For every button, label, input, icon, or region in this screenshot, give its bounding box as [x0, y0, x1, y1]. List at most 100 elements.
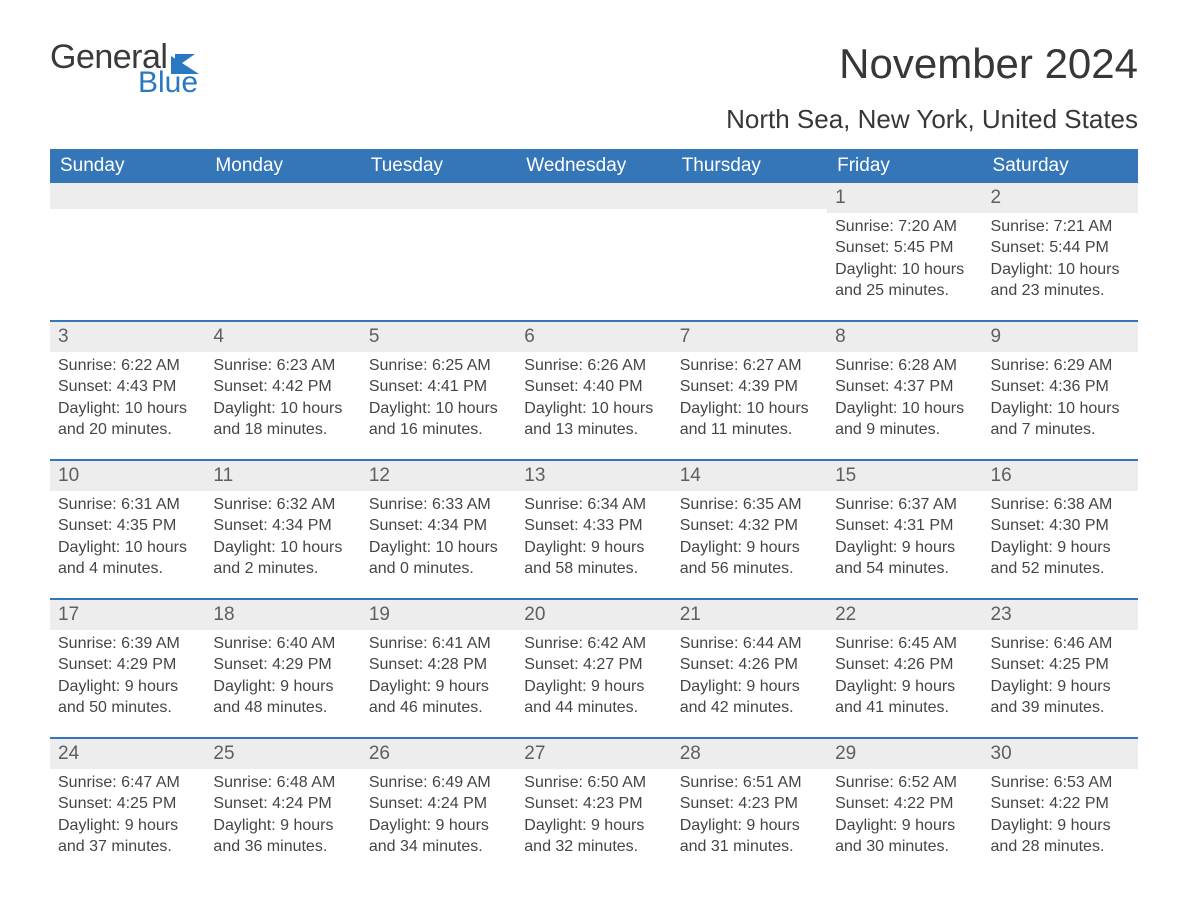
sunset-line: Sunset: 4:33 PM — [524, 515, 663, 537]
calendar-day-cell: 13Sunrise: 6:34 AMSunset: 4:33 PMDayligh… — [516, 461, 671, 586]
sunset-line: Sunset: 4:29 PM — [213, 654, 352, 676]
sunset-line: Sunset: 4:24 PM — [369, 793, 508, 815]
brand-logo: General Blue — [50, 40, 199, 98]
day-number: 23 — [983, 600, 1138, 630]
calendar-day-cell: 5Sunrise: 6:25 AMSunset: 4:41 PMDaylight… — [361, 322, 516, 447]
day-number: 27 — [516, 739, 671, 769]
day-body: Sunrise: 6:31 AMSunset: 4:35 PMDaylight:… — [50, 491, 205, 586]
day-body: Sunrise: 6:40 AMSunset: 4:29 PMDaylight:… — [205, 630, 360, 725]
day-body: Sunrise: 6:44 AMSunset: 4:26 PMDaylight:… — [672, 630, 827, 725]
weekday-header: Saturday — [983, 149, 1138, 183]
day-number: 10 — [50, 461, 205, 491]
calendar-day-cell — [672, 183, 827, 308]
day-body: Sunrise: 6:50 AMSunset: 4:23 PMDaylight:… — [516, 769, 671, 864]
daylight-line: Daylight: 10 hours and 16 minutes. — [369, 398, 508, 441]
sunset-line: Sunset: 4:28 PM — [369, 654, 508, 676]
day-number: 2 — [983, 183, 1138, 213]
weekday-header: Monday — [205, 149, 360, 183]
logo-word-blue: Blue — [138, 68, 199, 98]
daylight-line: Daylight: 9 hours and 56 minutes. — [680, 537, 819, 580]
sunrise-line: Sunrise: 6:39 AM — [58, 633, 197, 655]
calendar-week-row: 3Sunrise: 6:22 AMSunset: 4:43 PMDaylight… — [50, 320, 1138, 447]
sunset-line: Sunset: 4:25 PM — [991, 654, 1130, 676]
sunrise-line: Sunrise: 6:44 AM — [680, 633, 819, 655]
weekday-header: Tuesday — [361, 149, 516, 183]
calendar-day-cell: 10Sunrise: 6:31 AMSunset: 4:35 PMDayligh… — [50, 461, 205, 586]
daylight-line: Daylight: 10 hours and 2 minutes. — [213, 537, 352, 580]
calendar-day-cell: 2Sunrise: 7:21 AMSunset: 5:44 PMDaylight… — [983, 183, 1138, 308]
day-body: Sunrise: 6:47 AMSunset: 4:25 PMDaylight:… — [50, 769, 205, 864]
calendar-day-cell: 12Sunrise: 6:33 AMSunset: 4:34 PMDayligh… — [361, 461, 516, 586]
daylight-line: Daylight: 9 hours and 28 minutes. — [991, 815, 1130, 858]
day-body: Sunrise: 6:32 AMSunset: 4:34 PMDaylight:… — [205, 491, 360, 586]
sunset-line: Sunset: 4:25 PM — [58, 793, 197, 815]
calendar-day-cell: 14Sunrise: 6:35 AMSunset: 4:32 PMDayligh… — [672, 461, 827, 586]
calendar-day-cell: 25Sunrise: 6:48 AMSunset: 4:24 PMDayligh… — [205, 739, 360, 864]
day-number: 14 — [672, 461, 827, 491]
day-number: 12 — [361, 461, 516, 491]
calendar-day-cell — [516, 183, 671, 308]
sunrise-line: Sunrise: 6:34 AM — [524, 494, 663, 516]
sunrise-line: Sunrise: 6:47 AM — [58, 772, 197, 794]
sunset-line: Sunset: 4:37 PM — [835, 376, 974, 398]
day-number: 21 — [672, 600, 827, 630]
day-number: 25 — [205, 739, 360, 769]
calendar-day-cell — [205, 183, 360, 308]
sunset-line: Sunset: 4:26 PM — [835, 654, 974, 676]
day-body: Sunrise: 6:52 AMSunset: 4:22 PMDaylight:… — [827, 769, 982, 864]
day-number: 4 — [205, 322, 360, 352]
weekday-header-row: SundayMondayTuesdayWednesdayThursdayFrid… — [50, 149, 1138, 183]
daylight-line: Daylight: 10 hours and 23 minutes. — [991, 259, 1130, 302]
daylight-line: Daylight: 9 hours and 39 minutes. — [991, 676, 1130, 719]
day-number — [50, 183, 205, 209]
calendar-day-cell: 6Sunrise: 6:26 AMSunset: 4:40 PMDaylight… — [516, 322, 671, 447]
day-number: 16 — [983, 461, 1138, 491]
sunrise-line: Sunrise: 6:40 AM — [213, 633, 352, 655]
daylight-line: Daylight: 9 hours and 30 minutes. — [835, 815, 974, 858]
calendar-day-cell: 8Sunrise: 6:28 AMSunset: 4:37 PMDaylight… — [827, 322, 982, 447]
day-body: Sunrise: 6:41 AMSunset: 4:28 PMDaylight:… — [361, 630, 516, 725]
sunrise-line: Sunrise: 6:48 AM — [213, 772, 352, 794]
sunset-line: Sunset: 4:23 PM — [524, 793, 663, 815]
sunset-line: Sunset: 4:34 PM — [213, 515, 352, 537]
day-number: 26 — [361, 739, 516, 769]
calendar-day-cell: 23Sunrise: 6:46 AMSunset: 4:25 PMDayligh… — [983, 600, 1138, 725]
sunset-line: Sunset: 4:40 PM — [524, 376, 663, 398]
day-number: 30 — [983, 739, 1138, 769]
calendar-day-cell: 19Sunrise: 6:41 AMSunset: 4:28 PMDayligh… — [361, 600, 516, 725]
day-number: 13 — [516, 461, 671, 491]
sunrise-line: Sunrise: 6:42 AM — [524, 633, 663, 655]
calendar-day-cell: 7Sunrise: 6:27 AMSunset: 4:39 PMDaylight… — [672, 322, 827, 447]
sunrise-line: Sunrise: 6:23 AM — [213, 355, 352, 377]
calendar-week-row: 1Sunrise: 7:20 AMSunset: 5:45 PMDaylight… — [50, 183, 1138, 308]
day-number: 3 — [50, 322, 205, 352]
sunset-line: Sunset: 4:23 PM — [680, 793, 819, 815]
sunrise-line: Sunrise: 6:38 AM — [991, 494, 1130, 516]
day-body: Sunrise: 6:38 AMSunset: 4:30 PMDaylight:… — [983, 491, 1138, 586]
day-body: Sunrise: 6:51 AMSunset: 4:23 PMDaylight:… — [672, 769, 827, 864]
sunset-line: Sunset: 4:26 PM — [680, 654, 819, 676]
calendar-day-cell — [361, 183, 516, 308]
day-body: Sunrise: 6:53 AMSunset: 4:22 PMDaylight:… — [983, 769, 1138, 864]
calendar-day-cell: 4Sunrise: 6:23 AMSunset: 4:42 PMDaylight… — [205, 322, 360, 447]
day-number — [205, 183, 360, 209]
sunset-line: Sunset: 4:31 PM — [835, 515, 974, 537]
sunset-line: Sunset: 4:41 PM — [369, 376, 508, 398]
calendar-day-cell: 1Sunrise: 7:20 AMSunset: 5:45 PMDaylight… — [827, 183, 982, 308]
weekday-header: Thursday — [672, 149, 827, 183]
weekday-header: Sunday — [50, 149, 205, 183]
sunrise-line: Sunrise: 6:25 AM — [369, 355, 508, 377]
sunset-line: Sunset: 4:24 PM — [213, 793, 352, 815]
sunset-line: Sunset: 4:22 PM — [991, 793, 1130, 815]
day-body: Sunrise: 6:22 AMSunset: 4:43 PMDaylight:… — [50, 352, 205, 447]
calendar-day-cell: 11Sunrise: 6:32 AMSunset: 4:34 PMDayligh… — [205, 461, 360, 586]
sunrise-line: Sunrise: 6:45 AM — [835, 633, 974, 655]
day-number: 1 — [827, 183, 982, 213]
calendar-day-cell: 21Sunrise: 6:44 AMSunset: 4:26 PMDayligh… — [672, 600, 827, 725]
sunset-line: Sunset: 4:43 PM — [58, 376, 197, 398]
sunrise-line: Sunrise: 6:50 AM — [524, 772, 663, 794]
day-body: Sunrise: 6:46 AMSunset: 4:25 PMDaylight:… — [983, 630, 1138, 725]
daylight-line: Daylight: 9 hours and 44 minutes. — [524, 676, 663, 719]
calendar-day-cell: 24Sunrise: 6:47 AMSunset: 4:25 PMDayligh… — [50, 739, 205, 864]
sunrise-line: Sunrise: 6:29 AM — [991, 355, 1130, 377]
